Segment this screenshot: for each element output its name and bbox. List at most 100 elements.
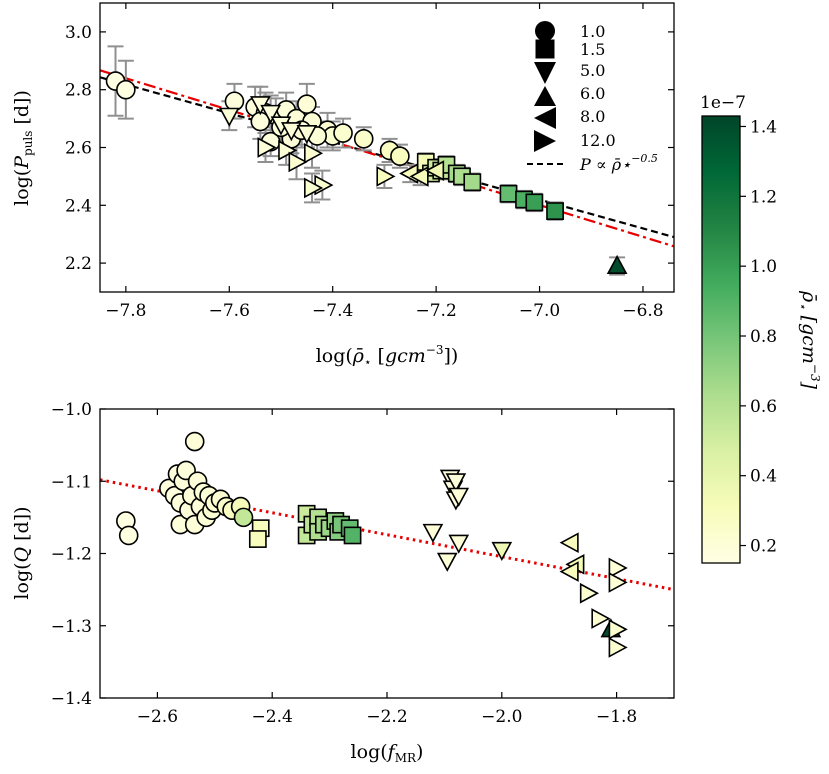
x-tick-label: −7.2 bbox=[415, 301, 456, 321]
data-point-triangle-right bbox=[608, 619, 628, 640]
y-tick-label: 2.6 bbox=[65, 139, 92, 159]
y-tick-label: −1.2 bbox=[51, 545, 92, 565]
x-tick-label: −7.8 bbox=[105, 301, 146, 321]
bottom-x-ticks: −2.6 −2.4 −2.2 −2.0 −1.8 bbox=[137, 409, 637, 727]
data-point-circle bbox=[353, 129, 374, 149]
data-point-triangle-right bbox=[257, 137, 277, 158]
data-point-triangle-up bbox=[606, 254, 628, 274]
legend-marker-square bbox=[535, 39, 555, 59]
colorbar-tick-label: 0.8 bbox=[750, 327, 777, 347]
x-tick-label: −7.4 bbox=[312, 301, 353, 321]
x-tick-label: −7.0 bbox=[519, 301, 560, 321]
legend-marker-triangle-down bbox=[534, 62, 556, 84]
legend-entry-triangle-down: 5.0 bbox=[534, 61, 605, 84]
data-point-triangle-down bbox=[260, 104, 281, 124]
x-tick-label: −2.2 bbox=[366, 707, 407, 727]
colorbar-tick-label: 0.6 bbox=[750, 397, 777, 417]
legend-label: 12.0 bbox=[580, 131, 616, 150]
data-point-circle bbox=[116, 79, 136, 100]
colorbar-tick-label: 0.2 bbox=[750, 537, 777, 557]
top-errorbars bbox=[107, 45, 626, 276]
data-point-triangle-down bbox=[445, 473, 467, 493]
data-point-circle bbox=[233, 507, 254, 528]
colorbar: 1e−7 0.2 0.4 0.6 0.8 1.0 1.2 1.4 ρ̄⋆ [gcm−3] bbox=[700, 93, 822, 564]
data-point-circle bbox=[184, 431, 205, 452]
data-point-triangle-left bbox=[559, 561, 579, 582]
x-tick-label: −7.6 bbox=[209, 301, 250, 321]
legend-marker-triangle-right bbox=[534, 130, 556, 152]
x-tick-label: −6.8 bbox=[622, 301, 663, 321]
legend: 1.0 1.5 5.0 6.0 8.0 12.0 bbox=[527, 21, 658, 174]
legend-label: 5.0 bbox=[580, 61, 605, 80]
data-point-triangle-left bbox=[559, 532, 579, 554]
bottom-x-axis-label: log(fMR) bbox=[351, 741, 424, 765]
legend-fit-exponent: −0.5 bbox=[631, 152, 658, 165]
legend-marker-triangle-up bbox=[534, 86, 556, 106]
legend-entry-triangle-left: 8.0 bbox=[534, 107, 605, 129]
legend-label: 1.0 bbox=[580, 22, 605, 41]
bottom-y-ticks: −1.4 −1.3 −1.2 −1.1 −1.0 bbox=[51, 400, 674, 709]
legend-entry-triangle-up: 6.0 bbox=[534, 84, 605, 106]
colorbar-tick-label: 1.4 bbox=[750, 117, 777, 137]
x-tick-label: −2.4 bbox=[252, 707, 293, 727]
data-point-triangle-down bbox=[280, 122, 302, 142]
data-point-triangle-right bbox=[278, 140, 298, 161]
data-point-circle bbox=[333, 123, 353, 143]
top-x-axis-label: log(ρ̄⋆ [gcm−3]) bbox=[316, 343, 459, 369]
data-point-circle bbox=[297, 94, 317, 114]
y-tick-label: −1.1 bbox=[51, 472, 92, 492]
top-markers bbox=[105, 71, 628, 274]
data-point-triangle-right bbox=[288, 151, 308, 173]
top-y-ticks: 2.2 2.4 2.6 2.8 3.0 bbox=[65, 23, 674, 274]
data-point-triangle-down bbox=[448, 534, 470, 554]
data-point-square bbox=[343, 526, 362, 545]
data-point-triangle-down bbox=[448, 487, 470, 507]
y-tick-label: 2.8 bbox=[65, 81, 92, 101]
legend-label: 6.0 bbox=[580, 84, 605, 103]
data-point-square bbox=[463, 173, 482, 192]
y-tick-label: −1.4 bbox=[51, 689, 92, 709]
data-point-square bbox=[525, 193, 544, 212]
bottom-markers bbox=[116, 431, 628, 658]
data-point-triangle-right bbox=[376, 166, 396, 187]
colorbar-tick-label: 1.2 bbox=[750, 187, 777, 207]
data-point-triangle-left bbox=[424, 160, 445, 181]
legend-label: 1.5 bbox=[580, 40, 605, 59]
legend-entry-square: 1.5 bbox=[535, 39, 605, 59]
data-point-circle bbox=[118, 525, 139, 546]
legend-marker-triangle-left bbox=[534, 107, 556, 129]
legend-entry-fit: P ∝ ρ̄⋆−0.5 bbox=[527, 152, 658, 174]
y-tick-label: 3.0 bbox=[65, 23, 92, 43]
colorbar-exponent: 1e−7 bbox=[700, 93, 746, 113]
data-point-triangle-down bbox=[436, 552, 458, 572]
y-tick-label: 2.4 bbox=[65, 196, 92, 216]
x-tick-label: −1.8 bbox=[596, 707, 637, 727]
colorbar-tick-label: 1.0 bbox=[750, 257, 777, 277]
data-point-square bbox=[499, 184, 518, 203]
data-point-triangle-down bbox=[218, 107, 240, 127]
legend-label: 8.0 bbox=[580, 107, 605, 126]
data-point-triangle-right bbox=[304, 142, 324, 164]
x-tick-label: −2.0 bbox=[481, 707, 522, 727]
data-point-triangle-right bbox=[608, 557, 628, 579]
bottom-panel: −2.6 −2.4 −2.2 −2.0 −1.8 −1.4 −1.3 −1.2 −1.1 −1.… bbox=[11, 400, 675, 765]
data-point-triangle-right bbox=[579, 582, 600, 604]
data-point-triangle-left bbox=[409, 166, 429, 187]
legend-entry-triangle-right: 12.0 bbox=[534, 130, 616, 152]
legend-entry-circle: 1.0 bbox=[535, 21, 605, 41]
x-tick-label: −2.6 bbox=[137, 707, 178, 727]
bottom-y-axis-label: log(Q [d]) bbox=[11, 506, 33, 599]
data-point-circle bbox=[390, 146, 410, 166]
top-y-axis-label: log(Ppuls [d]) bbox=[11, 90, 35, 206]
colorbar-gradient bbox=[701, 115, 741, 564]
data-point-triangle-right bbox=[591, 608, 611, 629]
data-point-square bbox=[546, 202, 564, 220]
data-point-triangle-right bbox=[608, 572, 628, 593]
y-tick-label: 2.2 bbox=[65, 254, 92, 274]
colorbar-ticks: 0.2 0.4 0.6 0.8 1.0 1.2 1.4 bbox=[740, 117, 777, 557]
data-point-triangle-down bbox=[296, 125, 318, 145]
y-tick-label: −1.3 bbox=[51, 617, 92, 637]
colorbar-tick-label: 0.4 bbox=[750, 467, 777, 487]
top-x-ticks: −7.8 −7.6 −7.4 −7.2 −7.0 −6.8 bbox=[105, 3, 664, 321]
